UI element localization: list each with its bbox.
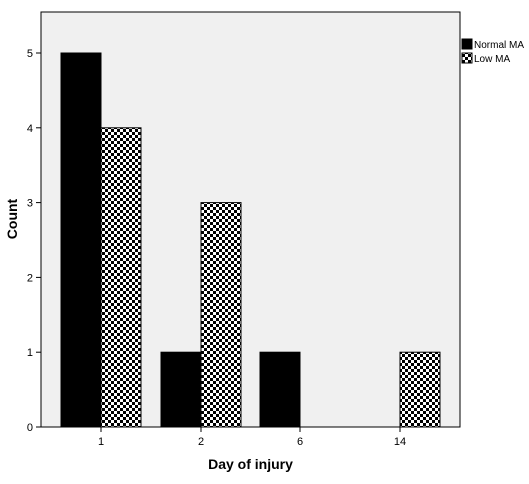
y-tick-label: 4 bbox=[27, 123, 33, 135]
y-tick-label: 1 bbox=[27, 347, 33, 359]
y-tick-label: 2 bbox=[27, 272, 33, 284]
bar-low-ma-day-14 bbox=[399, 351, 441, 428]
legend: Normal MA Low MA bbox=[461, 38, 524, 65]
y-axis-title: Count bbox=[4, 198, 20, 239]
x-tick-label: 2 bbox=[198, 436, 204, 448]
x-axis: 1 2 6 14 bbox=[98, 427, 406, 448]
y-axis: 0 1 2 3 4 5 bbox=[27, 48, 41, 434]
y-tick-label: 3 bbox=[27, 198, 33, 210]
bars bbox=[60, 52, 441, 428]
legend-label-normal-ma: Normal MA bbox=[474, 40, 524, 51]
y-tick-label: 0 bbox=[27, 422, 33, 434]
legend-swatch-normal-ma bbox=[461, 38, 473, 50]
legend-swatch-low-ma bbox=[461, 52, 473, 64]
bar-normal-ma-day-1 bbox=[60, 52, 102, 428]
x-tick-label: 6 bbox=[297, 436, 303, 448]
x-tick-label: 14 bbox=[394, 436, 406, 448]
bar-normal-ma-day-6 bbox=[259, 351, 301, 428]
x-tick-label: 1 bbox=[98, 436, 104, 448]
x-axis-title: Day of injury bbox=[208, 456, 293, 472]
bar-normal-ma-day-2 bbox=[160, 351, 202, 428]
bar-low-ma-day-1 bbox=[100, 127, 142, 428]
y-tick-label: 5 bbox=[27, 48, 33, 60]
bar-low-ma-day-2 bbox=[200, 202, 242, 428]
legend-label-low-ma: Low MA bbox=[474, 54, 510, 65]
